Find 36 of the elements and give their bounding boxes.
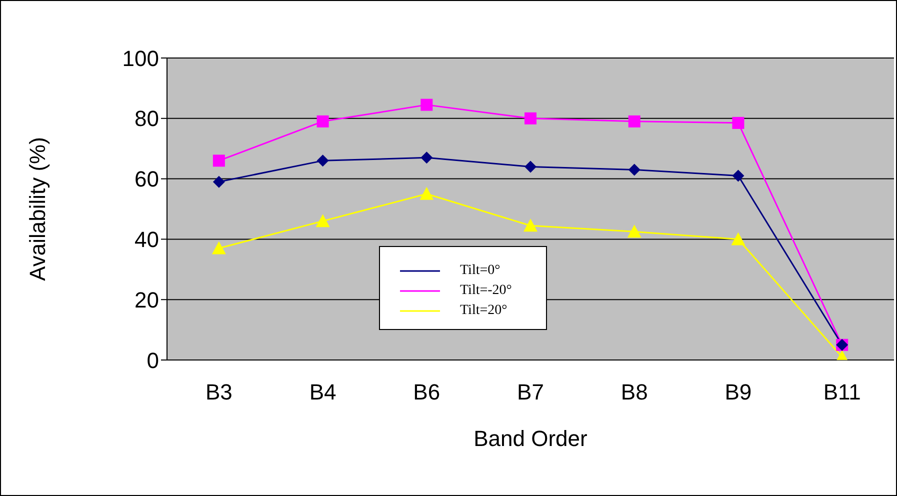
point bbox=[212, 176, 225, 188]
y-axis-title: Availability (%) bbox=[24, 137, 50, 281]
legend-label: Tilt=0° bbox=[460, 263, 500, 279]
x-tick-label: B3 bbox=[205, 380, 232, 405]
point bbox=[732, 116, 744, 129]
x-tick-label: B8 bbox=[620, 380, 648, 405]
point bbox=[732, 170, 744, 182]
point bbox=[628, 164, 640, 176]
point bbox=[316, 115, 329, 128]
point bbox=[316, 154, 329, 167]
legend-label: Tilt=-20° bbox=[460, 283, 512, 299]
point bbox=[627, 224, 642, 238]
y-tick-label: 80 bbox=[134, 106, 159, 132]
point bbox=[524, 160, 536, 173]
x-tick-label: B9 bbox=[724, 380, 752, 405]
point bbox=[420, 186, 434, 200]
point bbox=[212, 241, 226, 254]
point bbox=[420, 152, 433, 164]
point bbox=[316, 214, 330, 228]
x-tick-label: B7 bbox=[517, 380, 544, 405]
point bbox=[524, 218, 538, 232]
x-tick-label: B6 bbox=[413, 380, 440, 405]
y-tick-label: 60 bbox=[134, 166, 159, 192]
y-tick-label: 0 bbox=[146, 348, 159, 373]
point bbox=[212, 154, 225, 167]
x-tick-label: B4 bbox=[309, 380, 336, 405]
y-tick-label: 100 bbox=[122, 46, 159, 71]
x-axis-title: Band Order bbox=[474, 426, 588, 451]
point bbox=[524, 112, 536, 124]
point bbox=[628, 115, 640, 128]
point bbox=[731, 232, 746, 246]
legend-label: Tilt=20° bbox=[460, 303, 508, 319]
y-tick-label: 20 bbox=[134, 287, 159, 312]
y-tick-label: 40 bbox=[134, 227, 159, 252]
point bbox=[420, 98, 433, 111]
x-tick-label: B11 bbox=[823, 380, 861, 405]
